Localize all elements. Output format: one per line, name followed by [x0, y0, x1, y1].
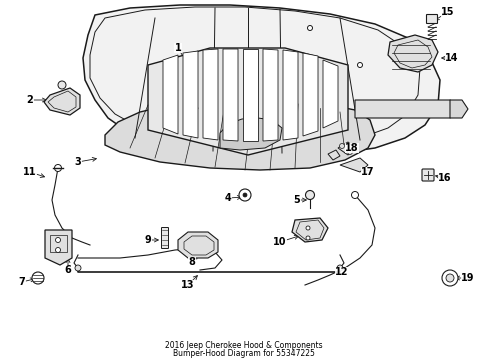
Circle shape	[445, 274, 453, 282]
Circle shape	[54, 165, 61, 171]
Polygon shape	[220, 118, 282, 150]
Polygon shape	[283, 50, 297, 140]
FancyBboxPatch shape	[161, 228, 168, 248]
Circle shape	[336, 265, 342, 271]
Text: 12: 12	[335, 267, 348, 277]
Polygon shape	[303, 53, 317, 136]
Polygon shape	[183, 51, 198, 138]
Polygon shape	[291, 218, 327, 242]
Circle shape	[441, 270, 457, 286]
Polygon shape	[223, 49, 238, 141]
Circle shape	[239, 189, 250, 201]
Text: 11: 11	[23, 167, 37, 177]
Text: 4: 4	[224, 193, 231, 203]
Text: 1: 1	[174, 43, 181, 53]
Circle shape	[305, 226, 309, 230]
Polygon shape	[263, 49, 278, 141]
Text: 18: 18	[345, 143, 358, 153]
Circle shape	[305, 190, 314, 199]
Polygon shape	[203, 49, 218, 140]
Circle shape	[75, 265, 81, 271]
Polygon shape	[105, 101, 374, 170]
Text: 6: 6	[64, 265, 71, 275]
Text: 2016 Jeep Cherokee Hood & Components: 2016 Jeep Cherokee Hood & Components	[165, 341, 322, 350]
Circle shape	[32, 272, 44, 284]
Circle shape	[307, 26, 312, 31]
FancyBboxPatch shape	[421, 169, 433, 181]
Polygon shape	[44, 88, 80, 115]
Polygon shape	[178, 232, 218, 258]
Polygon shape	[148, 48, 347, 155]
Text: 7: 7	[19, 277, 25, 287]
Polygon shape	[83, 5, 439, 155]
Polygon shape	[337, 142, 354, 155]
Circle shape	[339, 144, 344, 149]
Text: Bumper-Hood Diagram for 55347225: Bumper-Hood Diagram for 55347225	[173, 349, 314, 358]
Circle shape	[305, 236, 309, 240]
Polygon shape	[243, 49, 258, 141]
Text: 15: 15	[440, 7, 454, 17]
Circle shape	[347, 149, 352, 154]
Polygon shape	[45, 230, 72, 265]
Text: 19: 19	[460, 273, 474, 283]
Circle shape	[351, 192, 358, 198]
Circle shape	[357, 63, 362, 68]
FancyBboxPatch shape	[426, 14, 437, 23]
Text: 16: 16	[437, 173, 451, 183]
Polygon shape	[449, 100, 467, 118]
Text: 13: 13	[181, 280, 194, 290]
Polygon shape	[327, 150, 339, 160]
Text: 14: 14	[445, 53, 458, 63]
Text: 17: 17	[361, 167, 374, 177]
Circle shape	[55, 248, 61, 252]
Text: 5: 5	[293, 195, 300, 205]
Polygon shape	[339, 158, 367, 172]
Polygon shape	[387, 35, 437, 72]
Circle shape	[55, 238, 61, 243]
Polygon shape	[323, 60, 337, 128]
Text: 8: 8	[188, 257, 195, 267]
Text: 2: 2	[26, 95, 33, 105]
Circle shape	[243, 193, 246, 197]
Circle shape	[58, 81, 66, 89]
Polygon shape	[163, 55, 178, 134]
Text: 9: 9	[144, 235, 151, 245]
Text: 10: 10	[273, 237, 286, 247]
Polygon shape	[354, 100, 457, 118]
Text: 3: 3	[75, 157, 81, 167]
